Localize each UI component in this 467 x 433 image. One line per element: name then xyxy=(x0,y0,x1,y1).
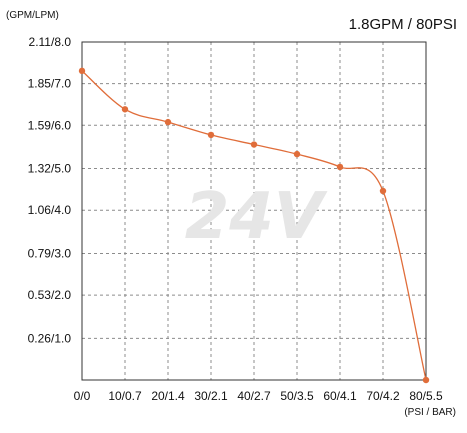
y-tick-label: 1.32/5.0 xyxy=(28,162,72,176)
data-point xyxy=(207,131,215,139)
series-markers xyxy=(78,67,430,384)
x-tick-label: 0/0 xyxy=(74,389,91,403)
y-tick-label: 1.06/4.0 xyxy=(28,203,72,217)
x-tick-label: 30/2.1 xyxy=(194,389,228,403)
y-axis-tick-labels: 0.26/1.0 0.53/2.0 0.79/3.0 1.06/4.0 1.32/5.0… xyxy=(28,35,72,345)
x-axis-unit-label: (PSI / BAR) xyxy=(404,407,456,418)
y-tick-label: 0.26/1.0 xyxy=(28,331,72,345)
data-point xyxy=(121,106,129,113)
y-axis-unit-label: (GPM/LPM) xyxy=(6,10,59,21)
data-point xyxy=(422,376,430,384)
y-tick-label: 0.53/2.0 xyxy=(28,288,72,302)
data-point xyxy=(78,67,86,75)
data-point xyxy=(164,118,172,126)
x-tick-label: 40/2.7 xyxy=(237,389,271,403)
data-point xyxy=(293,150,301,158)
data-point xyxy=(250,141,258,148)
y-tick-label: 2.11/8.0 xyxy=(29,35,72,49)
y-tick-label: 1.59/6.0 xyxy=(28,118,72,132)
x-tick-label: 50/3.5 xyxy=(280,389,314,403)
grid-lines xyxy=(82,42,426,380)
x-tick-label: 70/4.2 xyxy=(366,389,400,403)
series-line xyxy=(81,70,427,381)
x-tick-label: 20/1.4 xyxy=(151,389,185,403)
y-tick-label: 1.85/7.0 xyxy=(28,77,72,91)
data-point xyxy=(379,187,387,195)
data-point xyxy=(336,163,344,171)
x-tick-label: 60/4.1 xyxy=(323,389,357,403)
y-tick-label: 0.79/3.0 xyxy=(28,246,72,260)
x-tick-label: 80/5.5 xyxy=(409,389,443,403)
plot-area-frame xyxy=(81,41,427,381)
x-tick-label: 10/0.7 xyxy=(108,389,142,403)
watermark-24v: 24V xyxy=(185,180,328,254)
chart-title: 1.8GPM / 80PSI xyxy=(349,16,457,33)
x-axis-tick-labels: 0/0 10/0.7 20/1.4 30/2.1 40/2.7 50/3.5 60/4.1 7… xyxy=(74,389,443,403)
